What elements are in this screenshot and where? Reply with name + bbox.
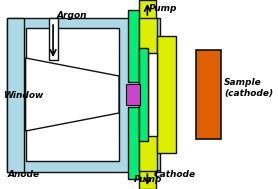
Text: Cathode: Cathode	[154, 170, 196, 179]
Polygon shape	[26, 58, 119, 131]
Bar	[157, 36, 176, 153]
Bar	[128, 10, 139, 82]
Bar	[26, 28, 119, 161]
Text: Sample
(cathode): Sample (cathode)	[224, 78, 273, 98]
Text: Pump: Pump	[149, 4, 178, 13]
Bar	[139, 48, 148, 141]
Bar	[7, 18, 160, 172]
Bar	[128, 107, 139, 179]
Bar	[126, 84, 140, 105]
Text: Window: Window	[3, 91, 43, 99]
Bar	[139, 18, 157, 171]
Bar	[196, 50, 222, 139]
Text: Argon: Argon	[57, 11, 87, 20]
Text: Pump: Pump	[134, 175, 162, 184]
Bar	[148, 53, 157, 136]
Bar	[139, 0, 156, 82]
Bar	[7, 18, 24, 172]
Text: Anode: Anode	[7, 170, 39, 179]
Bar	[49, 18, 58, 60]
Bar	[139, 107, 156, 189]
